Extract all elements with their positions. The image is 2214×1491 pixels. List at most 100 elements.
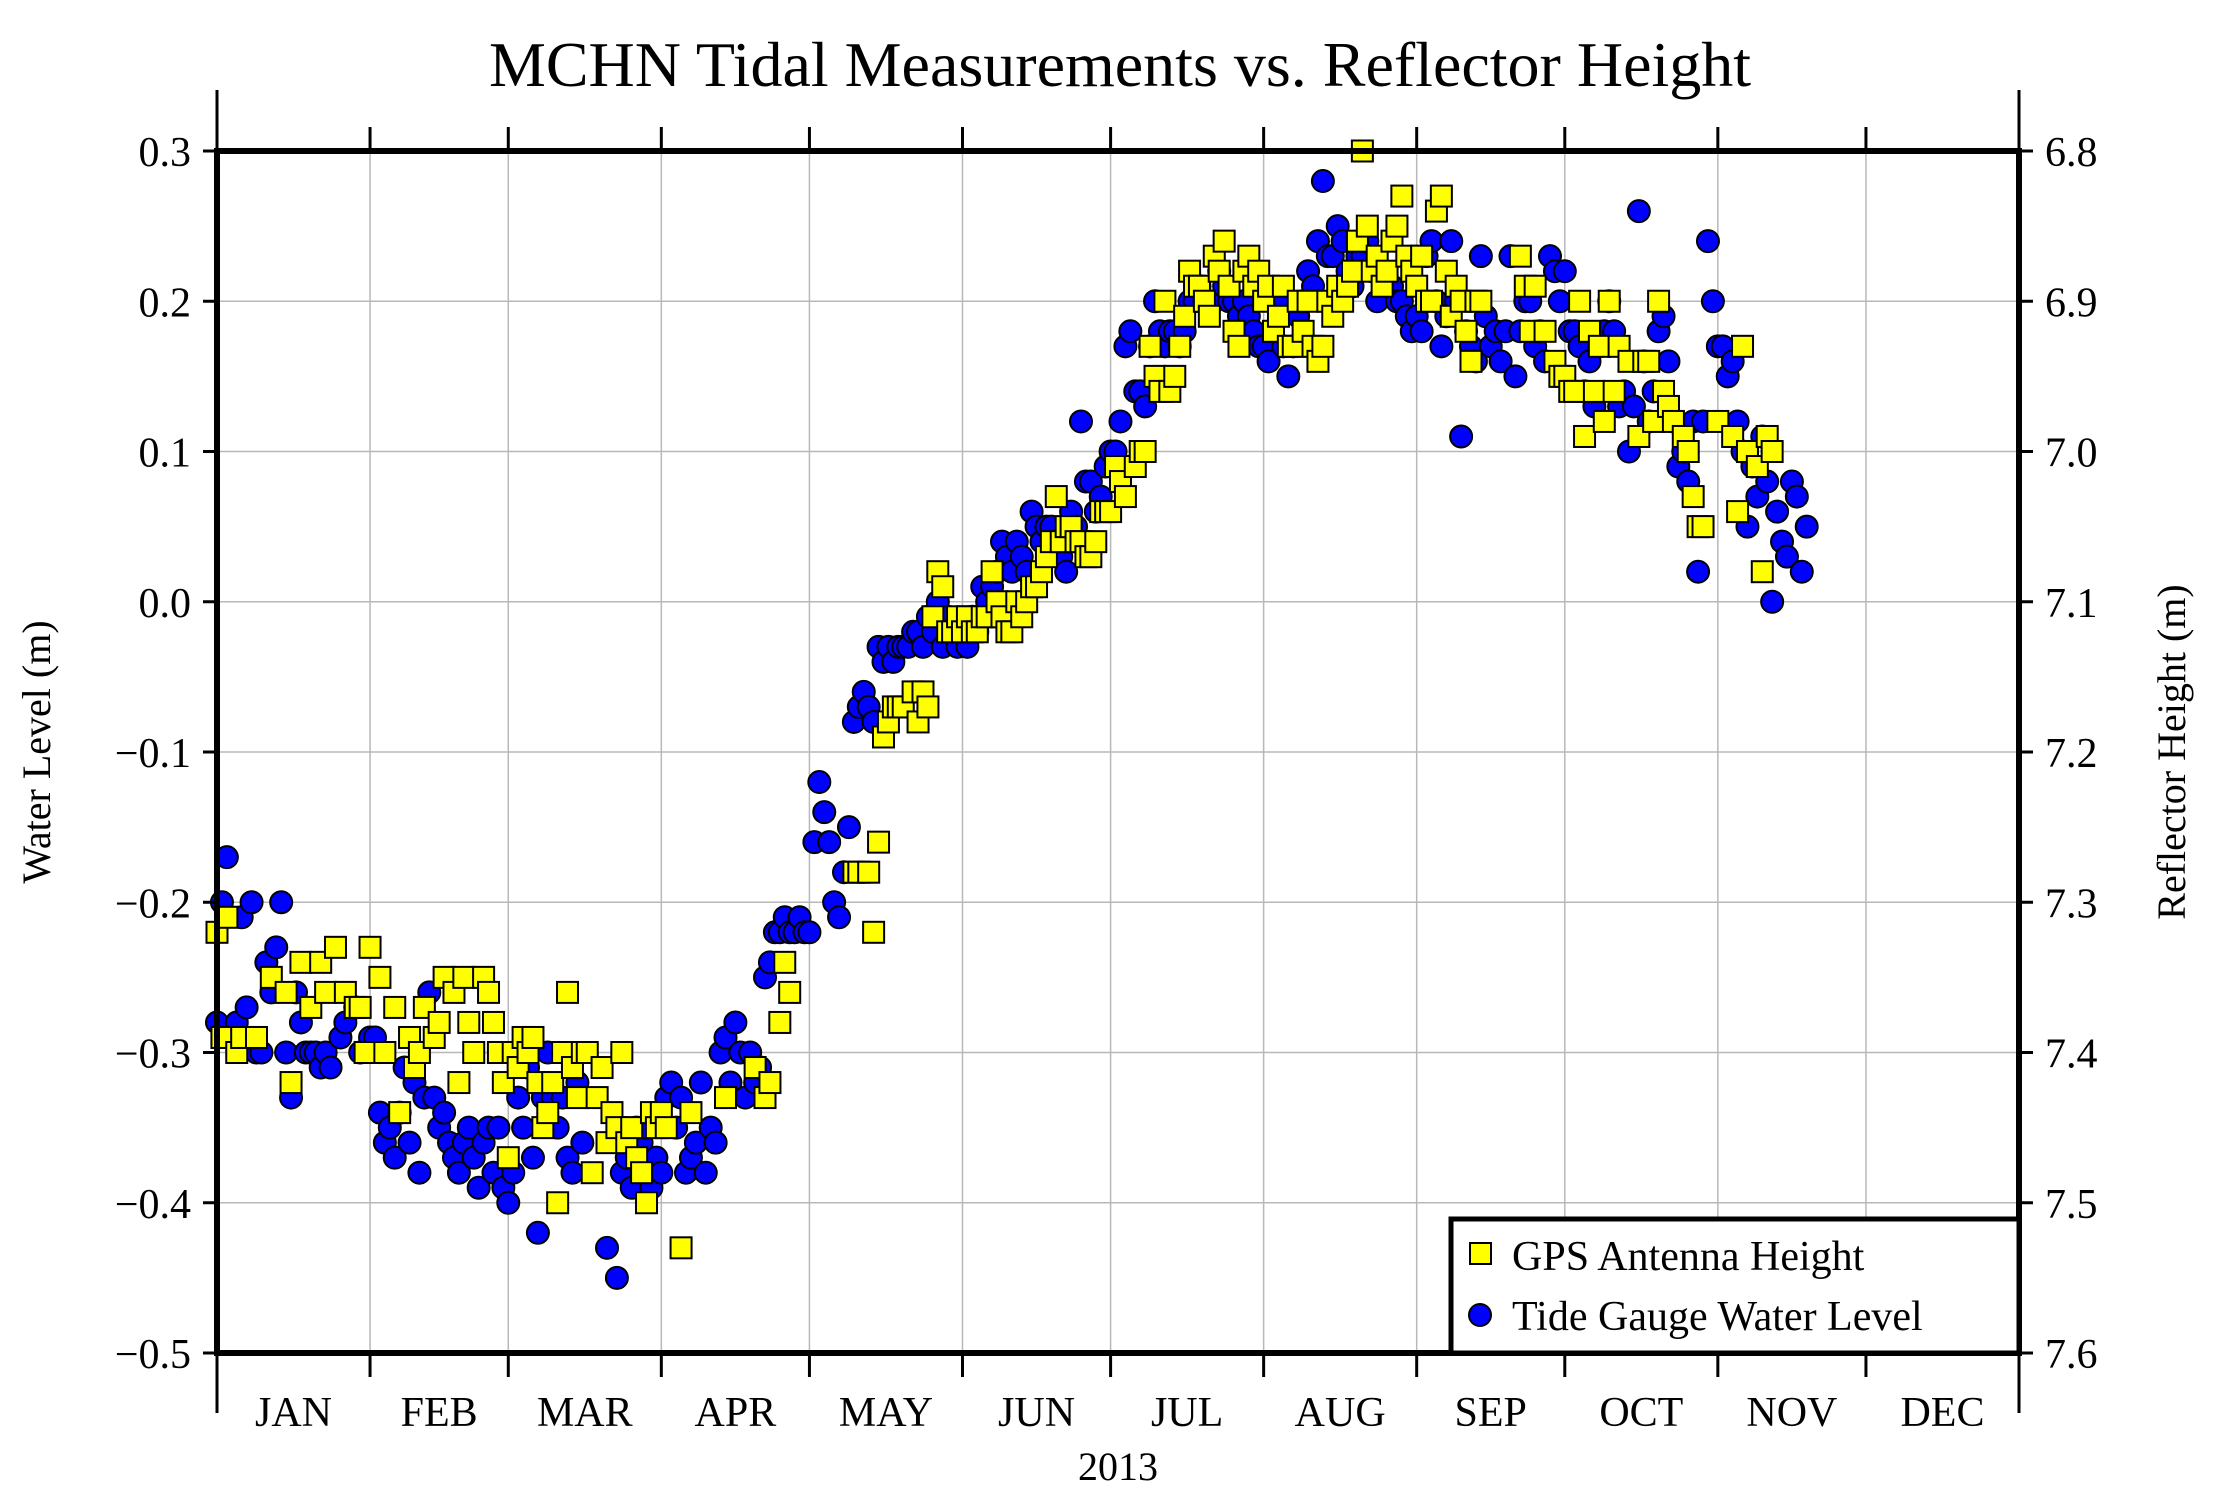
- y2-tick-label: 7.6: [2045, 1332, 2098, 1378]
- tide-gauge-point: [688, 1070, 713, 1095]
- month-label: APR: [695, 1390, 777, 1436]
- gps-antenna-point: [778, 980, 802, 1004]
- tide-gauge-point: [520, 1145, 545, 1170]
- gps-antenna-point: [541, 1071, 565, 1095]
- tide-gauge-point: [1686, 559, 1711, 584]
- tide-gauge-point: [1276, 364, 1301, 389]
- y2-tick-label: 7.1: [2045, 581, 2098, 627]
- tide-gauge-point: [274, 1040, 299, 1065]
- gps-antenna-point: [1044, 485, 1068, 509]
- month-label: OCT: [1599, 1390, 1683, 1436]
- tide-gauge-point: [1552, 259, 1577, 284]
- gps-antenna-point: [1133, 440, 1157, 463]
- tide-gauge-point: [1547, 289, 1572, 314]
- tide-gauge-point: [1760, 589, 1785, 614]
- tide-gauge-point: [1468, 244, 1493, 269]
- tide-gauge-point: [1774, 544, 1799, 569]
- gps-antenna-point: [1523, 274, 1547, 298]
- gps-antenna-point: [368, 965, 392, 989]
- gps-antenna-point: [1587, 334, 1611, 358]
- tide-gauge-point: [836, 815, 861, 840]
- tide-gauge-point: [812, 800, 837, 825]
- gps-antenna-point: [521, 1025, 545, 1049]
- gps-antenna-point: [768, 1010, 792, 1034]
- gps-antenna-point: [388, 1101, 412, 1125]
- tide-gauge-point: [1310, 169, 1335, 194]
- tide-gauge-point: [1700, 289, 1725, 314]
- gps-antenna-point: [1459, 349, 1483, 373]
- gps-antenna-point: [1355, 214, 1379, 238]
- y-tick-label: −0.4: [115, 1182, 191, 1228]
- tide-gauge-point: [1621, 394, 1646, 419]
- gps-antenna-point: [348, 995, 372, 1019]
- gps-antenna-point: [1637, 349, 1661, 373]
- tide-gauge-point: [496, 1190, 521, 1215]
- month-label: MAY: [839, 1390, 933, 1436]
- tide-gauge-point: [604, 1265, 629, 1290]
- gps-antenna-point: [383, 995, 407, 1019]
- gps-antenna-point: [1573, 424, 1597, 448]
- gps-antenna-point: [1138, 334, 1162, 358]
- month-label: JUN: [998, 1390, 1075, 1436]
- gps-antenna-point: [1113, 485, 1137, 509]
- y-tick-label: 0.0: [139, 581, 192, 627]
- gps-antenna-point: [1582, 379, 1606, 403]
- gps-antenna-point: [1163, 364, 1187, 388]
- gps-antenna-point: [1533, 319, 1557, 343]
- gps-antenna-point: [565, 1086, 589, 1110]
- month-label: DEC: [1900, 1390, 1984, 1436]
- gps-antenna-point: [358, 935, 382, 959]
- tide-gauge-point: [693, 1160, 718, 1185]
- gps-antenna-point: [1597, 289, 1621, 313]
- gps-antenna-point: [1197, 304, 1221, 328]
- tide-gauge-point: [1429, 334, 1454, 359]
- chart-title: MCHN Tidal Measurements vs. Reflector He…: [489, 29, 1751, 100]
- gps-antenna-point: [1084, 530, 1108, 554]
- gps-antenna-point: [1419, 289, 1443, 313]
- tide-gauge-point: [1656, 349, 1681, 374]
- gps-antenna-point: [610, 1041, 634, 1064]
- tide-gauge-point: [1409, 319, 1434, 344]
- gps-antenna-point: [1568, 289, 1592, 313]
- tide-gauge-point: [446, 1160, 471, 1185]
- tide-gauge-point: [560, 1160, 585, 1185]
- y2-tick-label: 6.9: [2045, 280, 2098, 326]
- legend-gps-marker: [1469, 1242, 1492, 1265]
- tide-gauge-point: [1068, 409, 1093, 434]
- y-tick-label: −0.1: [115, 731, 191, 777]
- gps-antenna-point: [931, 575, 955, 599]
- tide-gauge-point: [269, 890, 294, 915]
- tide-gauge-point: [797, 920, 822, 945]
- y2-tick-label: 6.8: [2045, 130, 2098, 176]
- gps-antenna-point: [635, 1191, 659, 1215]
- gps-antenna-point: [556, 980, 580, 1004]
- tide-gauge-point: [1439, 229, 1464, 254]
- gps-antenna-point: [1750, 560, 1774, 584]
- gps-antenna-point: [867, 830, 891, 854]
- month-label: AUG: [1295, 1390, 1386, 1436]
- month-label: MAR: [537, 1390, 633, 1436]
- tide-gauge-point: [397, 1130, 422, 1155]
- tide-gauge-point: [1765, 499, 1790, 524]
- gps-antenna-point: [590, 1056, 614, 1080]
- data-markers: [205, 139, 1819, 1290]
- x-axis-label: 2013: [1078, 1444, 1158, 1489]
- gps-antenna-point: [1563, 379, 1587, 403]
- gps-antenna-point: [1227, 334, 1251, 358]
- tide-gauge-point: [234, 995, 259, 1020]
- y-tick-label: −0.5: [115, 1332, 191, 1378]
- tide-gauge-point: [264, 935, 289, 960]
- y2-tick-label: 7.2: [2045, 731, 2098, 777]
- gps-antenna-point: [1375, 259, 1399, 283]
- gps-antenna-point: [481, 1010, 505, 1034]
- gps-antenna-point: [1469, 289, 1493, 313]
- tide-gauge-point: [466, 1175, 491, 1200]
- gps-antenna-point: [1760, 440, 1784, 463]
- gps-antenna-point: [323, 935, 347, 959]
- y-tick-label: 0.3: [139, 130, 192, 176]
- gps-antenna-point: [714, 1086, 738, 1110]
- gps-antenna-point: [580, 1161, 604, 1185]
- tide-gauge-point: [649, 1160, 674, 1185]
- tide-gauge-point: [827, 905, 852, 930]
- tide-gauge-point: [723, 1010, 748, 1035]
